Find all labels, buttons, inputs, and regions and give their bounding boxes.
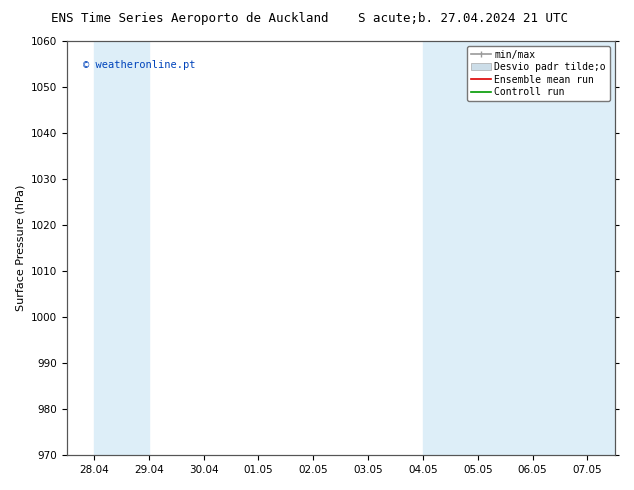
Bar [533,41,615,455]
Legend: min/max, Desvio padr tilde;o, Ensemble mean run, Controll run: min/max, Desvio padr tilde;o, Ensemble m… [467,46,610,101]
Text: S acute;b. 27.04.2024 21 UTC: S acute;b. 27.04.2024 21 UTC [358,12,568,25]
Text: ENS Time Series Aeroporto de Auckland: ENS Time Series Aeroporto de Auckland [51,12,329,25]
Bar [423,41,533,455]
Y-axis label: Surface Pressure (hPa): Surface Pressure (hPa) [15,185,25,311]
Text: © weatheronline.pt: © weatheronline.pt [83,60,195,70]
Bar [94,41,149,455]
